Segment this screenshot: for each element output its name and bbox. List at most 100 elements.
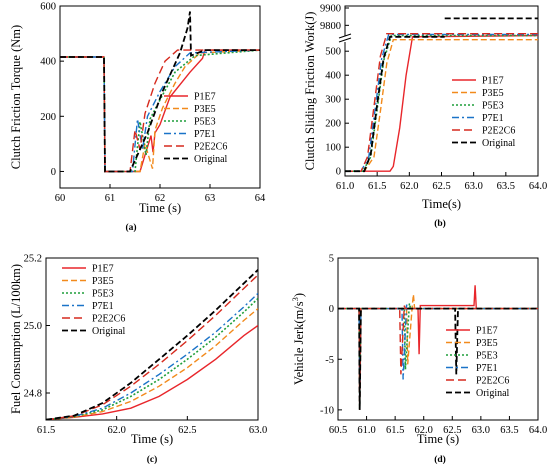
y-tick-label: 25.2 xyxy=(24,254,42,265)
series-line-p1e7 xyxy=(46,324,258,420)
y-tick-label: 25.0 xyxy=(24,321,42,332)
y-axis-label-end: ) xyxy=(292,293,306,297)
axis-break-mark xyxy=(338,37,352,43)
axis-break-mark xyxy=(338,33,352,39)
y-tick-label: 9800 xyxy=(320,21,341,32)
axis-break-gap xyxy=(339,36,351,42)
x-tick-label: 61.5 xyxy=(368,181,386,192)
series-line-p2e2c6 xyxy=(46,274,258,420)
legend-label-p7e1: P7E1 xyxy=(482,113,504,124)
x-tick-label: 64.0 xyxy=(529,425,547,436)
panel-d: 60.5 61.0 61.5 62.0 62.5 63.0 63.5 64.0 5 0 -5 -10 P… xyxy=(290,254,547,466)
series-line-original xyxy=(46,269,258,420)
series-line-p5e3 xyxy=(46,297,258,420)
y-tick-label: 500 xyxy=(325,47,341,58)
x-axis-label: Time (s) xyxy=(131,432,173,446)
legend-label-p1e7: P1E7 xyxy=(92,264,114,275)
legend-label-p2e2c6: P2E2C6 xyxy=(476,376,509,387)
legend-label-original: Original xyxy=(482,138,516,149)
legend-label-p7e1: P7E1 xyxy=(194,129,216,140)
y-tick-label: 600 xyxy=(40,2,56,13)
plot-frame xyxy=(45,257,259,421)
x-tick-label: 64.0 xyxy=(529,181,547,192)
y-axis-label-superscript: 3 xyxy=(290,297,300,301)
x-tick-label: 61.5 xyxy=(386,425,404,436)
panel-label: (c) xyxy=(147,454,158,465)
x-tick-label: 63.0 xyxy=(472,425,490,436)
y-tick-label: 200 xyxy=(325,119,341,130)
series-line-p1e7 xyxy=(345,34,538,172)
series-group xyxy=(338,285,538,410)
panel-b: 61.0 61.5 62.0 62.5 63.0 63.5 64.0 0 100 200 300 40… xyxy=(303,4,547,230)
x-axis-label: Time(s) xyxy=(422,197,461,211)
x-tick-label: 61 xyxy=(105,193,116,204)
y-tick-label: 400 xyxy=(325,71,341,82)
legend-label-p5e3: P5E3 xyxy=(482,101,504,112)
plot-frame xyxy=(344,5,539,177)
series-line-p3e5 xyxy=(60,49,260,173)
x-axis-label: Time (s) xyxy=(139,201,181,215)
x-tick-label: 61.0 xyxy=(336,181,354,192)
y-tick-label: 200 xyxy=(40,112,56,123)
y-axis-label: Clutch Friction Torque (Nm) xyxy=(9,25,23,169)
series-line-original xyxy=(338,307,538,410)
x-tick-label: 62.0 xyxy=(415,425,433,436)
series-group xyxy=(60,11,260,173)
legend-label-p3e5: P3E5 xyxy=(476,338,498,349)
legend-label-p3e5: P3E5 xyxy=(92,276,114,287)
x-tick-label: 60.5 xyxy=(329,425,347,436)
y-tick-label: 5 xyxy=(329,254,334,265)
legend-label-p1e7: P1E7 xyxy=(482,76,504,87)
legend-label-p3e5: P3E5 xyxy=(194,104,216,115)
y-tick-label: 400 xyxy=(40,57,56,68)
y-tick-label: -5 xyxy=(325,355,334,366)
y-tick-label: 0 xyxy=(336,167,341,178)
y-tick-label: 300 xyxy=(325,95,341,106)
legend-label-p2e2c6: P2E2C6 xyxy=(92,314,125,325)
plot-frame xyxy=(337,257,539,421)
x-tick-label: 61.0 xyxy=(357,425,375,436)
y-axis-label: Clutch Sliding Friction Work(J) xyxy=(303,12,317,171)
x-tick-label: 63 xyxy=(205,193,216,204)
series-line-p1e7 xyxy=(60,49,260,173)
series-line-p2e2c6 xyxy=(345,33,538,172)
series-group xyxy=(46,269,258,420)
x-axis-label: Time (s) xyxy=(417,432,459,446)
y-axis-label-main: Clutch Sliding Friction Work(J) xyxy=(303,12,317,171)
x-tick-label: 60 xyxy=(55,193,66,204)
y-axis-label-main: Vehicle Jerk(m/s xyxy=(292,301,306,385)
x-tick-label: 64 xyxy=(255,193,266,204)
legend-label-p5e3: P5E3 xyxy=(92,289,114,300)
legend-label-p7e1: P7E1 xyxy=(476,363,498,374)
series-line-p7e1 xyxy=(60,49,260,173)
legend-label-p5e3: P5E3 xyxy=(476,351,498,362)
legend-label-p1e7: P1E7 xyxy=(476,326,498,337)
x-tick-label: 63.5 xyxy=(500,425,518,436)
series-group xyxy=(345,17,538,173)
x-tick-label: 62.5 xyxy=(178,425,196,436)
x-tick-label: 62.0 xyxy=(107,425,125,436)
x-tick-label: 62.5 xyxy=(432,181,450,192)
legend-label-p3e5: P3E5 xyxy=(482,88,504,99)
series-line-original xyxy=(60,11,260,173)
legend-label-p2e2c6: P2E2C6 xyxy=(194,142,227,153)
y-tick-label: 9900 xyxy=(320,4,341,15)
series-line-p3e5 xyxy=(46,308,258,420)
y-axis-label: Vehicle Jerk(m/s3) xyxy=(290,293,306,385)
x-tick-label: 61.5 xyxy=(37,425,55,436)
y-axis-label-main: Clutch Friction Torque (Nm) xyxy=(9,25,23,169)
y-axis-label-main: Fuel Consumption (L/100km) xyxy=(9,264,23,414)
y-tick-label: 100 xyxy=(325,143,341,154)
y-axis-label: Fuel Consumption (L/100km) xyxy=(9,264,23,414)
x-tick-label: 62.0 xyxy=(400,181,418,192)
series-line-p2e2c6 xyxy=(60,49,260,173)
legend-label-p1e7: P1E7 xyxy=(194,92,216,103)
x-tick-label: 62.5 xyxy=(443,425,461,436)
legend-label-original: Original xyxy=(92,326,126,337)
series-line-p5e3 xyxy=(60,49,260,173)
panel-label: (d) xyxy=(434,454,446,465)
